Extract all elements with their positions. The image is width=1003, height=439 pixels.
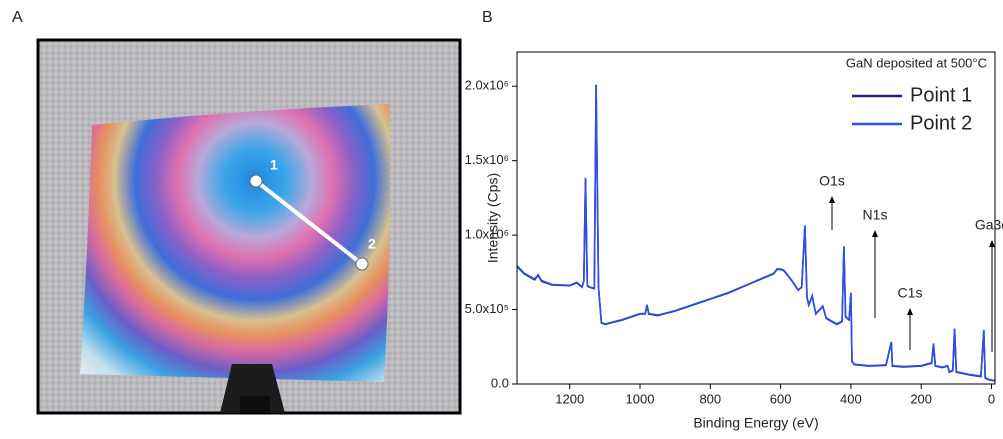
y-tick-label: 1.0x10⁶ [465,227,509,242]
annotation: Ga3d [975,217,1003,233]
y-tick-label: 0.0 [491,375,509,390]
y-tick-label: 1.5x10⁶ [465,152,509,167]
y-tick-label: 2.0x10⁶ [465,78,509,93]
point-label: 2 [368,236,376,252]
legend-label: Point 1 [910,84,972,106]
x-tick-label: 600 [770,391,792,406]
point-label: 1 [270,157,278,173]
x-tick-label: 400 [840,391,862,406]
panel-label: B [482,9,493,26]
annotation: C1s [898,285,923,301]
x-tick-label: 800 [699,391,721,406]
annotation-arrowhead [907,308,913,315]
annotation-arrowhead [829,196,835,203]
x-tick-label: 200 [910,391,932,406]
annotation-arrowhead [872,230,878,237]
legend-title: GaN deposited at 500°C [846,55,987,70]
annotation: N1s [863,207,888,223]
x-axis-label: Binding Energy (eV) [693,415,818,431]
y-axis-label: Intensity (Cps) [485,173,501,263]
x-tick-label: 1000 [626,391,655,406]
panel-label: A [12,9,23,26]
x-tick-label: 1200 [555,391,584,406]
annotation-arrowhead [989,240,995,247]
x-tick-label: 0 [988,391,995,406]
y-tick-label: 5.0x10⁵ [465,301,509,316]
photo: 1 2 [36,38,462,415]
annotation: O1s [819,173,845,189]
series-line [516,85,996,382]
legend-label: Point 2 [910,112,972,134]
plot-frame [516,51,996,385]
